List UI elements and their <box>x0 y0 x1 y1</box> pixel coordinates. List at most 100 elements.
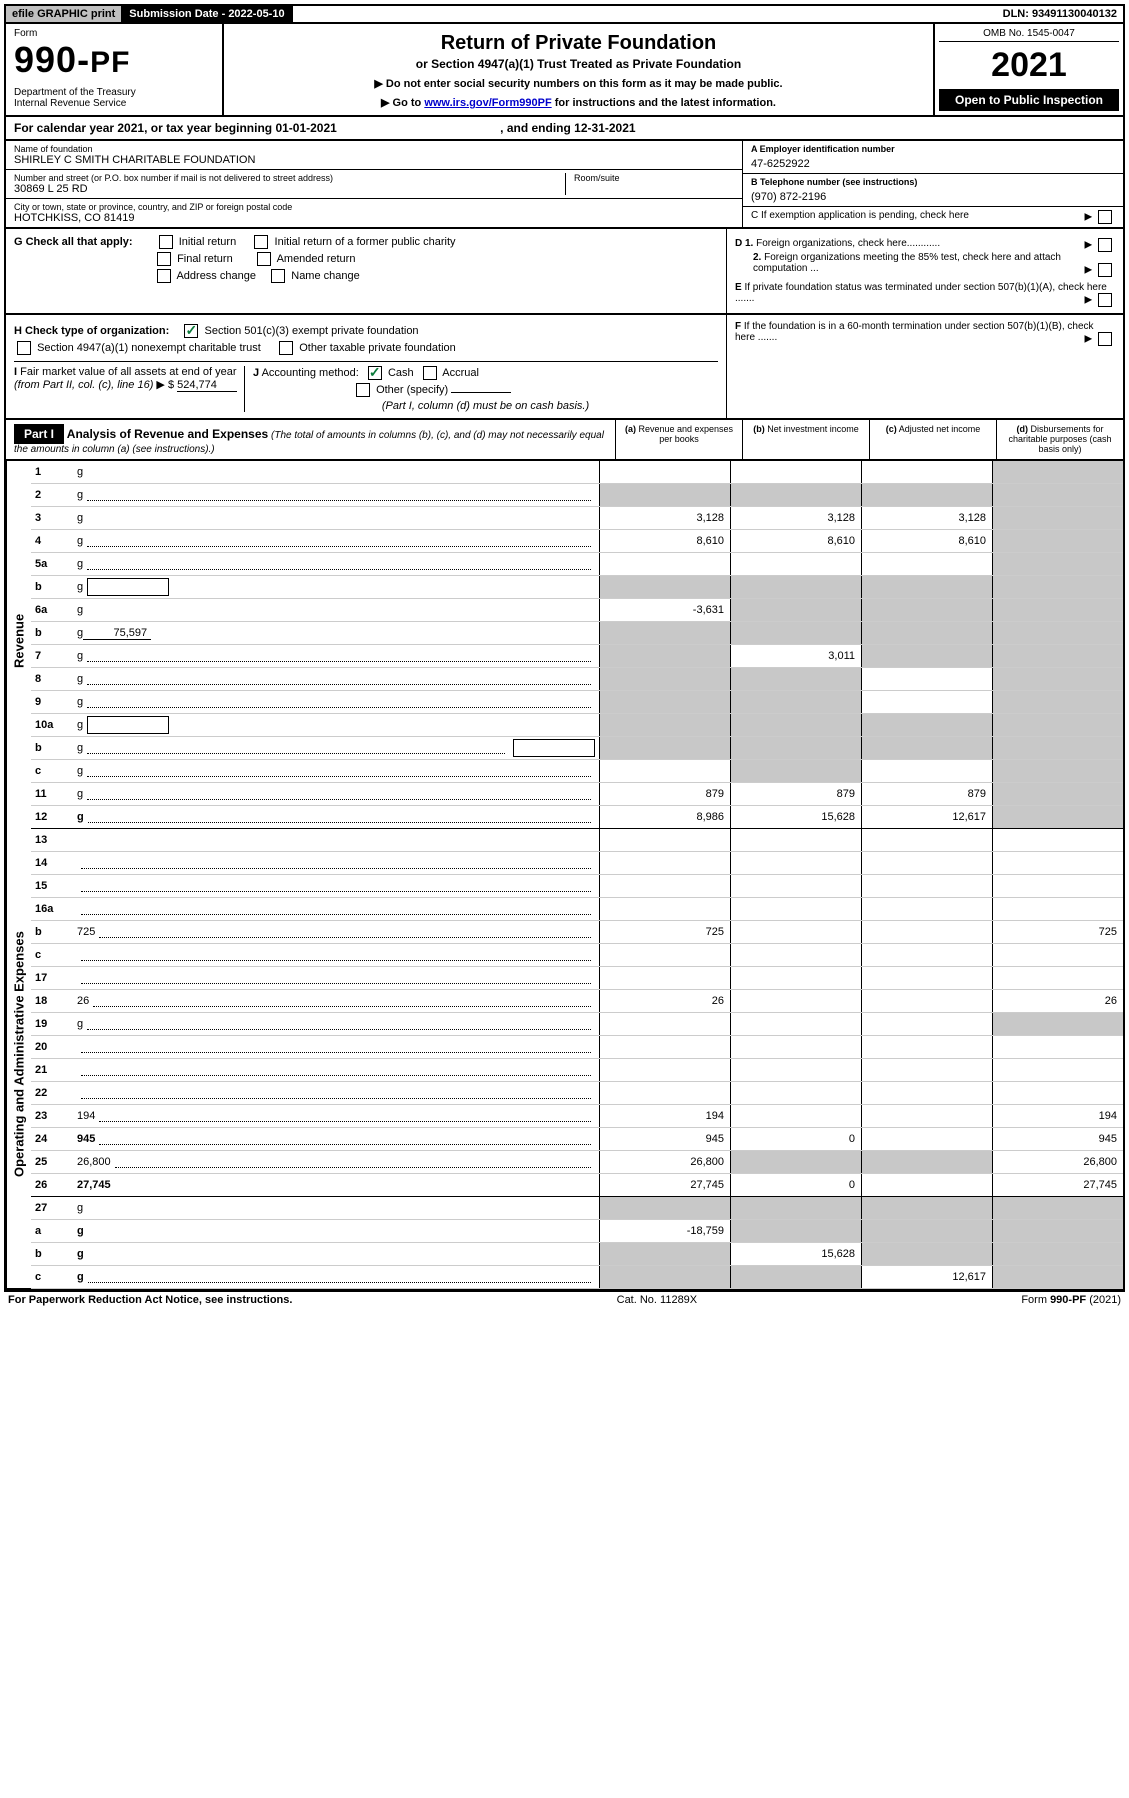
value-cell-d <box>992 530 1123 552</box>
value-cell-a: -18,759 <box>599 1220 730 1242</box>
value-cell-a <box>599 484 730 506</box>
table-row: 7g3,011 <box>31 645 1123 668</box>
value-cell-d <box>992 645 1123 667</box>
accrual-checkbox[interactable] <box>423 366 437 380</box>
status-terminated-e: E If private foundation status was termi… <box>735 282 1115 304</box>
line-description: g <box>73 553 599 575</box>
line-number: 15 <box>31 875 73 897</box>
value-cell-a <box>599 737 730 759</box>
line-number: b <box>31 576 73 598</box>
line-description <box>73 944 599 966</box>
value-cell-d <box>992 898 1123 920</box>
value-cell-a <box>599 760 730 782</box>
col-c-header: (c) Adjusted net income <box>869 420 996 459</box>
4947a1-checkbox[interactable] <box>17 341 31 355</box>
table-row: 27g <box>31 1197 1123 1220</box>
value-cell-a <box>599 829 730 851</box>
value-cell-c <box>861 898 992 920</box>
paperwork-notice: For Paperwork Reduction Act Notice, see … <box>8 1294 292 1306</box>
ein-cell: A Employer identification number 47-6252… <box>743 141 1123 174</box>
line-description: g <box>73 1197 599 1219</box>
value-cell-b <box>730 760 861 782</box>
60month-checkbox[interactable] <box>1098 332 1112 346</box>
line-description: 945 <box>73 1128 599 1150</box>
foreign-org-checkbox[interactable] <box>1098 238 1112 252</box>
line-number: 10a <box>31 714 73 736</box>
line-number: 20 <box>31 1036 73 1058</box>
line-number: b <box>31 921 73 943</box>
efile-print-button[interactable]: efile GRAPHIC print <box>6 6 123 22</box>
exemption-pending-checkbox[interactable] <box>1098 210 1112 224</box>
value-cell-b: 8,610 <box>730 530 861 552</box>
cash-checkbox[interactable] <box>368 366 382 380</box>
other-taxable-checkbox[interactable] <box>279 341 293 355</box>
table-row: 8g <box>31 668 1123 691</box>
line-description: g <box>73 1243 599 1265</box>
inline-input-box[interactable] <box>513 739 595 757</box>
value-cell-a <box>599 1036 730 1058</box>
final-return-checkbox[interactable] <box>157 252 171 266</box>
address-change-checkbox[interactable] <box>157 269 171 283</box>
name-change-checkbox[interactable] <box>271 269 285 283</box>
line-description: g75,597 <box>73 622 599 644</box>
initial-return-checkbox[interactable] <box>159 235 173 249</box>
inline-input-box[interactable] <box>87 578 169 596</box>
value-cell-d <box>992 691 1123 713</box>
value-cell-d <box>992 829 1123 851</box>
value-cell-a <box>599 461 730 483</box>
value-cell-d <box>992 507 1123 529</box>
line-number: b <box>31 622 73 644</box>
value-cell-d <box>992 967 1123 989</box>
value-cell-a <box>599 1013 730 1035</box>
table-row: b725725725 <box>31 921 1123 944</box>
table-row: cg12,617 <box>31 1266 1123 1289</box>
value-cell-b <box>730 484 861 506</box>
line-number: 14 <box>31 852 73 874</box>
room-suite-label: Room/suite <box>574 173 734 183</box>
initial-return-former-checkbox[interactable] <box>254 235 268 249</box>
value-cell-a <box>599 852 730 874</box>
line-number: 8 <box>31 668 73 690</box>
line-description: g <box>73 737 599 759</box>
part1-table: Revenue Operating and Administrative Exp… <box>4 461 1125 1291</box>
value-cell-b: 879 <box>730 783 861 805</box>
inline-input-box[interactable] <box>87 716 169 734</box>
table-row: 22 <box>31 1082 1123 1105</box>
foreign-org-d1: D 1. Foreign organizations, check here..… <box>735 238 1115 249</box>
table-row: 21 <box>31 1059 1123 1082</box>
form990pf-link[interactable]: www.irs.gov/Form990PF <box>424 97 551 109</box>
line-number: b <box>31 737 73 759</box>
value-cell-c <box>861 967 992 989</box>
table-row: 2627,74527,745027,745 <box>31 1174 1123 1197</box>
table-row: 17 <box>31 967 1123 990</box>
other-method-checkbox[interactable] <box>356 383 370 397</box>
part1-badge: Part I <box>14 424 64 444</box>
value-cell-b <box>730 691 861 713</box>
part1-header-row: Part I Analysis of Revenue and Expenses … <box>4 420 1125 461</box>
501c3-checkbox[interactable] <box>184 324 198 338</box>
value-cell-b: 0 <box>730 1174 861 1196</box>
value-cell-a <box>599 622 730 644</box>
table-row: 19g <box>31 1013 1123 1036</box>
table-row: cg <box>31 760 1123 783</box>
foreign-85-checkbox[interactable] <box>1098 263 1112 277</box>
line-number: 24 <box>31 1128 73 1150</box>
terminated-checkbox[interactable] <box>1098 293 1112 307</box>
value-cell-c <box>861 760 992 782</box>
line-description: g <box>73 1220 599 1242</box>
line-number: 17 <box>31 967 73 989</box>
line-description: g <box>73 806 599 828</box>
value-cell-d <box>992 1243 1123 1265</box>
value-cell-d <box>992 668 1123 690</box>
value-cell-a <box>599 1197 730 1219</box>
value-cell-d <box>992 1059 1123 1081</box>
value-cell-b: 3,011 <box>730 645 861 667</box>
value-cell-c <box>861 1059 992 1081</box>
line-number: 27 <box>31 1197 73 1219</box>
amended-return-checkbox[interactable] <box>257 252 271 266</box>
inline-value: 75,597 <box>83 627 151 640</box>
exemption-pending-cell: C If exemption application is pending, c… <box>743 207 1123 224</box>
value-cell-a: 3,128 <box>599 507 730 529</box>
value-cell-c <box>861 1082 992 1104</box>
line-description: g <box>73 507 599 529</box>
